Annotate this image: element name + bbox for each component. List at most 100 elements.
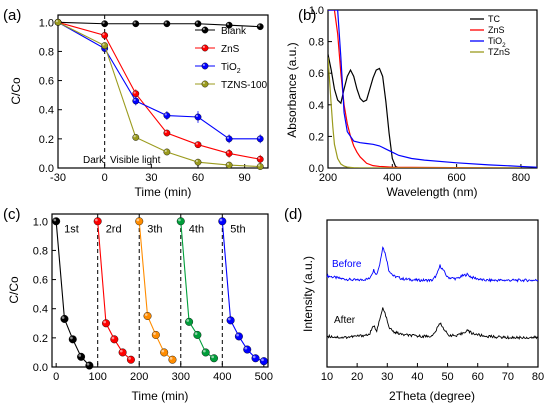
- cycle-point-2-highlight: [111, 336, 115, 340]
- data-point-tio-highlight: [257, 136, 261, 139]
- pattern-label-after: After: [334, 315, 356, 326]
- x-axis-label-b: Wavelength (nm): [387, 185, 478, 199]
- cycle-point-3-highlight: [144, 313, 148, 317]
- panel-label-b: (b): [298, 7, 316, 24]
- x-tick-label: 200: [319, 172, 337, 184]
- x-tick-label: 500: [255, 371, 273, 383]
- data-point-blank: [194, 20, 202, 28]
- data-point-tio-highlight: [226, 136, 230, 139]
- legend-marker-highlight: [202, 27, 206, 30]
- y-tick-label: 0.0: [309, 163, 324, 175]
- data-point-tio: [256, 135, 264, 143]
- legend-marker: [201, 62, 209, 70]
- y-tick-label: 0.8: [33, 245, 48, 257]
- cycle-point-1: [60, 314, 69, 323]
- cycle-point-3-highlight: [153, 332, 156, 335]
- panel-label-a: (a): [3, 7, 21, 24]
- plot-frame-a: [57, 14, 269, 169]
- y-tick-label: 0.6: [39, 76, 54, 88]
- cycle-point-1-highlight: [86, 362, 90, 366]
- x-tick-label: 60: [472, 371, 484, 383]
- spectrum-line-tzns: [328, 57, 521, 168]
- panel-label-c: (c): [3, 206, 21, 223]
- x-tick-label: 400: [383, 172, 401, 184]
- data-point-tzns-100-highlight: [164, 149, 167, 152]
- cycle-point-4: [193, 330, 202, 339]
- plot-frame-d: [326, 219, 539, 368]
- plot-frame-c: [51, 213, 269, 368]
- data-point-tzns-100: [101, 42, 109, 49]
- cycle-point-4-highlight: [186, 319, 190, 322]
- legend-label-3: TiO2: [488, 36, 506, 49]
- x-tick-label: 20: [351, 371, 363, 383]
- cycle-point-2: [126, 355, 135, 364]
- annotation-dark: Dark: [83, 155, 105, 166]
- annotation-visible-light: Visible light: [110, 155, 161, 166]
- data-point-blank: [163, 20, 171, 28]
- data-point-zns-highlight: [102, 33, 105, 36]
- legend-marker-highlight: [202, 81, 206, 84]
- y-tick-label: 0.0: [33, 362, 48, 374]
- cycle-point-2: [101, 319, 110, 328]
- cycle-point-5-highlight: [236, 333, 239, 337]
- cycle-point-1: [77, 352, 86, 361]
- data-point-zns: [101, 32, 109, 39]
- data-point-tio-highlight: [195, 114, 199, 117]
- data-point-tzns-100: [132, 133, 140, 141]
- data-point-blank: [132, 20, 140, 28]
- panel-label-d: (d): [284, 206, 302, 223]
- y-tick-label: 0.6: [309, 68, 324, 80]
- x-tick-label: 10: [321, 371, 333, 383]
- x-tick-label: 90: [239, 172, 251, 184]
- x-axis-label-d: 2Theta (degree): [389, 389, 475, 403]
- cycle-point-5-highlight: [252, 355, 256, 359]
- legend-label-2: ZnS: [221, 44, 240, 55]
- x-tick-label: 0: [102, 172, 108, 184]
- y-tick-label: 1.0: [39, 17, 54, 29]
- cycle-point-1: [52, 217, 61, 226]
- cycle-point-1-highlight: [53, 218, 57, 222]
- cycle-point-4-highlight: [194, 332, 198, 335]
- data-point-blank-highlight: [257, 24, 261, 27]
- x-tick-label: 60: [192, 172, 204, 184]
- y-tick-label: 0.4: [33, 304, 48, 316]
- cycle-point-2-highlight: [103, 320, 106, 324]
- y-tick-label: 0.2: [309, 131, 324, 143]
- x-tick-label: 80: [532, 371, 544, 383]
- cycle-point-4: [185, 317, 194, 326]
- data-point-tzns-100: [256, 163, 264, 170]
- cycle-point-4: [176, 217, 185, 226]
- xrd-pattern-before: [326, 246, 539, 283]
- cycle-point-5-highlight: [227, 317, 231, 321]
- cycle-point-2-highlight: [119, 349, 123, 353]
- data-point-zns-highlight: [195, 142, 199, 145]
- x-tick-label: 200: [130, 371, 148, 383]
- panel-b: (b) 200 400 600 800 0.0 0.2 0.4 0.6 0.8 1.0 TCZnS…: [285, 5, 538, 199]
- data-point-tzns-100: [54, 18, 62, 26]
- cycle-point-3: [143, 312, 152, 321]
- data-point-zns: [225, 150, 233, 157]
- y-tick-label: 0.8: [309, 37, 324, 49]
- x-tick-label: 800: [512, 172, 530, 184]
- cycle-point-4-highlight: [211, 355, 214, 359]
- data-point-tzns-100-highlight: [195, 159, 199, 163]
- data-point-zns-highlight: [226, 151, 230, 154]
- data-point-tio: [163, 112, 171, 119]
- data-point-zns: [163, 129, 171, 137]
- cycle-point-4-highlight: [178, 218, 181, 222]
- cycle-point-3-highlight: [136, 218, 140, 222]
- data-point-blank-highlight: [102, 21, 105, 24]
- x-tick-label: 30: [381, 371, 393, 383]
- cycle-point-4: [209, 354, 218, 363]
- data-point-zns-highlight: [164, 130, 167, 134]
- y-tick-label: 0.2: [39, 134, 54, 146]
- panel-d: (d) 10 20 30 40 50 60 70 80 Before After 2Theta …: [284, 206, 544, 403]
- data-point-blank-highlight: [226, 22, 230, 26]
- data-point-zns: [194, 141, 202, 149]
- cycle-point-1-highlight: [78, 354, 82, 357]
- legend-marker-highlight: [202, 63, 206, 66]
- x-tick-label: 50: [441, 371, 453, 383]
- cycle-point-2: [118, 348, 127, 357]
- cycle-point-5: [259, 357, 268, 366]
